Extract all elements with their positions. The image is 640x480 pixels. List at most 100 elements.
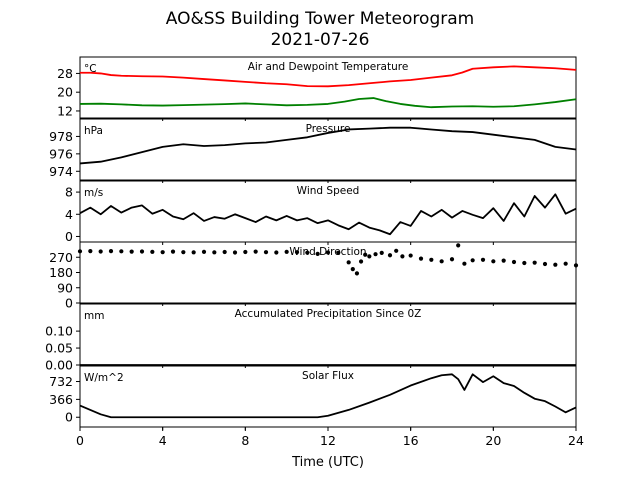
wind-direction-point (119, 249, 124, 254)
wind-direction-point (253, 249, 258, 254)
wind-direction-point (553, 262, 558, 267)
wind-direction-point (222, 249, 227, 255)
wind-direction-point (358, 259, 364, 264)
y-tick-label: 0 (65, 229, 73, 244)
wind-direction-point (462, 261, 467, 266)
wind-direction-point (274, 250, 279, 255)
x-axis: 0 4 8 12 16 20 24 (76, 427, 584, 448)
x-tick-label: 20 (485, 433, 501, 448)
wind-direction-point (212, 250, 217, 255)
wind-direction-point (511, 259, 517, 265)
wind-direction-point (336, 250, 341, 255)
figure-title-line2: 2021-07-26 (271, 30, 370, 50)
wind-direction-point (305, 250, 310, 255)
wind-direction-point (243, 249, 248, 255)
wind-direction-point (170, 249, 176, 254)
wind-direction-point (363, 252, 368, 257)
series-line-0 (79, 193, 577, 236)
panel-5: 0 366 732 Solar Flux W/m^2 (49, 365, 577, 430)
panel-title: Wind Speed (297, 185, 360, 197)
wind-direction-point (394, 248, 399, 253)
y-tick-label: 12 (57, 103, 73, 118)
panel-1: 974 976 978 Pressure hPa (49, 118, 577, 183)
wind-direction-point (379, 250, 384, 255)
wind-direction-point (191, 250, 196, 255)
y-tick-label: 4 (65, 207, 73, 222)
wind-direction-point (160, 250, 165, 255)
panel-title: Accumulated Precipitation Since 0Z (235, 308, 422, 320)
y-tick-label: 732 (49, 374, 73, 389)
x-tick-label: 8 (241, 433, 249, 448)
wind-direction-point (439, 259, 444, 264)
panel-2: 0 4 8 Wind Speed m/s (65, 180, 577, 245)
panel-unit-label: mm (84, 310, 104, 322)
wind-direction-point (408, 253, 413, 258)
panel-4: 0.00 0.05 0.10 Accumulated Precipitation Si… (45, 303, 577, 373)
series-line-0 (79, 373, 577, 419)
y-tick-label: 366 (49, 392, 73, 407)
wind-direction-point (418, 256, 424, 261)
y-tick-label: 0.10 (45, 324, 73, 339)
wind-direction-point (470, 258, 475, 263)
x-tick-label: 24 (568, 433, 584, 448)
wind-direction-point (129, 249, 134, 254)
wind-direction-point (367, 254, 372, 259)
y-tick-label: 90 (57, 280, 73, 295)
y-tick-label: 20 (57, 85, 73, 100)
panel-title: Solar Flux (302, 370, 354, 382)
wind-direction-point (284, 249, 289, 254)
wind-direction-point (373, 252, 378, 257)
panel-title: Pressure (306, 123, 351, 135)
panel-unit-label: m/s (84, 187, 103, 199)
y-tick-label: 0.00 (45, 358, 73, 373)
y-tick-label: 28 (57, 66, 73, 81)
series-line-0 (80, 65, 577, 88)
x-tick-label: 4 (159, 433, 167, 448)
x-tick-label: 0 (76, 433, 84, 448)
wind-direction-point (263, 250, 269, 255)
wind-direction-point (98, 249, 103, 254)
y-tick-label: 180 (49, 265, 73, 280)
figure-title-line1: AO&SS Building Tower Meteorogram (166, 9, 474, 29)
wind-direction-point (542, 261, 548, 267)
wind-direction-point (294, 250, 300, 255)
wind-direction-point (346, 260, 351, 265)
y-tick-label: 0 (65, 296, 73, 311)
y-tick-label: 974 (49, 164, 73, 179)
panel-title: Air and Dewpoint Temperature (248, 61, 409, 73)
wind-direction-point (491, 259, 496, 264)
wind-direction-point (456, 243, 461, 248)
x-axis-label: Time (UTC) (291, 455, 364, 470)
wind-direction-point (573, 263, 579, 268)
wind-direction-point (232, 250, 238, 255)
x-tick-label: 12 (320, 433, 336, 448)
wind-direction-point (480, 257, 486, 262)
wind-direction-point (325, 250, 331, 255)
wind-direction-point (449, 257, 455, 262)
wind-direction-point (77, 249, 83, 254)
wind-direction-point (108, 249, 114, 254)
wind-direction-point (387, 253, 393, 258)
wind-direction-point (139, 249, 145, 254)
wind-direction-point (354, 271, 360, 276)
wind-direction-point (563, 261, 568, 266)
y-tick-label: 0 (65, 410, 73, 425)
x-tick-label: 16 (403, 433, 419, 448)
panel-unit-label: hPa (84, 125, 103, 137)
wind-direction-point (201, 249, 207, 254)
wind-direction-point (429, 257, 434, 262)
wind-direction-point (350, 267, 355, 272)
wind-direction-point (522, 260, 527, 266)
wind-direction-point (150, 249, 155, 254)
wind-direction-point (532, 260, 537, 265)
y-tick-label: 978 (49, 129, 73, 144)
panel-unit-label: W/m^2 (84, 372, 124, 384)
y-tick-label: 976 (49, 146, 73, 161)
wind-direction-point (501, 258, 506, 263)
series-line-1 (79, 97, 577, 109)
y-tick-label: 0.05 (45, 341, 73, 356)
wind-direction-point (400, 254, 405, 259)
